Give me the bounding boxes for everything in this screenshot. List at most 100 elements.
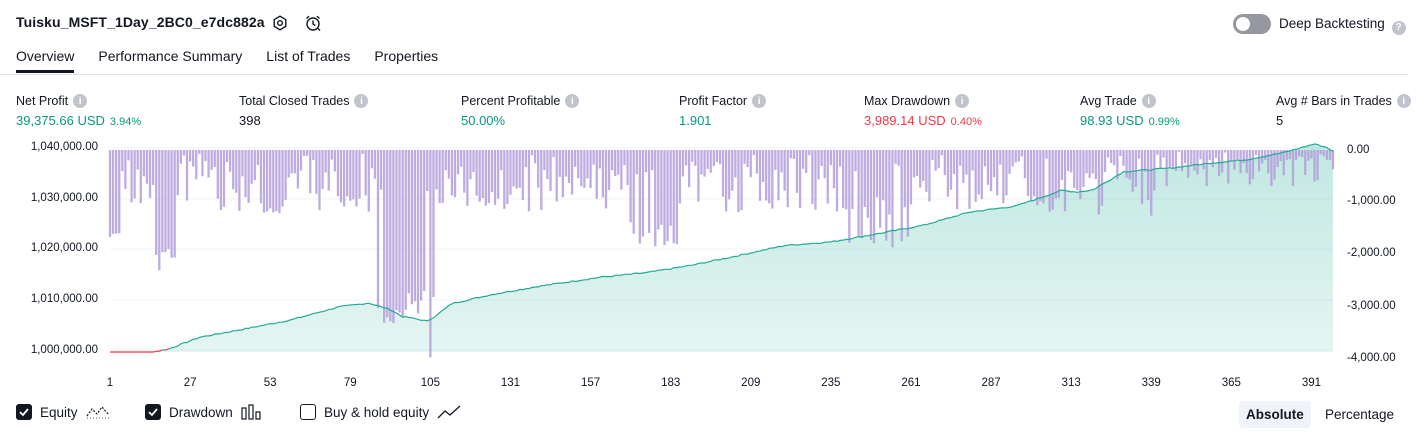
drawdown-bar bbox=[1282, 150, 1285, 176]
drawdown-bar bbox=[1307, 150, 1310, 161]
drawdown-bar bbox=[801, 150, 805, 169]
drawdown-bar bbox=[290, 150, 293, 174]
drawdown-bar bbox=[980, 150, 983, 200]
drawdown-bar bbox=[989, 150, 993, 192]
drawdown-bar bbox=[1060, 150, 1064, 180]
drawdown-bar bbox=[527, 150, 531, 212]
drawdown-bar bbox=[931, 150, 934, 160]
drawdown-bar bbox=[703, 150, 706, 177]
drawdown-bar bbox=[647, 150, 651, 233]
legend-drawdown[interactable]: Drawdown bbox=[145, 404, 263, 420]
drawdown-bar bbox=[629, 150, 632, 223]
drawdown-bar bbox=[164, 150, 167, 253]
drawdown-bar bbox=[823, 150, 826, 179]
info-icon[interactable]: i bbox=[73, 94, 88, 108]
drawdown-bar bbox=[962, 150, 965, 183]
drawdown-bar bbox=[262, 150, 266, 213]
info-icon[interactable]: i bbox=[752, 94, 767, 108]
drawdown-bar bbox=[1233, 150, 1236, 170]
legend-buy-hold[interactable]: Buy & hold equity bbox=[300, 404, 461, 420]
stat-label: Profit Factor bbox=[679, 94, 748, 108]
drawdown-bar bbox=[386, 150, 389, 318]
stat-value: 3,989.14 USD bbox=[864, 113, 946, 128]
drawdown-bar bbox=[666, 150, 669, 242]
y-axis-right-tick: -1,000.00 bbox=[1347, 195, 1396, 207]
scale-percentage-button[interactable]: Percentage bbox=[1325, 407, 1395, 422]
legend-equity[interactable]: Equity bbox=[16, 404, 110, 420]
drawdown-bar bbox=[610, 150, 614, 171]
drawdown-bar bbox=[145, 150, 149, 184]
x-axis-tick: 339 bbox=[1141, 377, 1161, 389]
stat-value: 1.901 bbox=[679, 113, 712, 128]
drawdown-bar bbox=[524, 150, 528, 168]
drawdown-bar bbox=[949, 150, 953, 190]
drawdown-bar bbox=[469, 150, 472, 180]
drawdown-bar bbox=[1137, 150, 1141, 159]
drawdown-bar bbox=[225, 150, 229, 163]
drawdown-bar bbox=[1171, 150, 1174, 169]
drawdown-bar bbox=[552, 150, 555, 158]
tab-overview[interactable]: Overview bbox=[16, 48, 75, 73]
drawdown-bar bbox=[333, 150, 337, 172]
equity-line bbox=[165, 348, 169, 351]
drawdown-bar bbox=[195, 150, 198, 180]
info-icon[interactable]: i bbox=[354, 94, 369, 108]
drawdown-bar bbox=[1236, 150, 1239, 160]
scale-absolute-button[interactable]: Absolute bbox=[1239, 401, 1311, 428]
stat-value: 5 bbox=[1276, 113, 1284, 128]
info-icon[interactable]: i bbox=[955, 94, 970, 108]
drawdown-bar bbox=[228, 150, 232, 172]
drawdown-bar bbox=[598, 150, 601, 169]
drawdown-bar bbox=[1254, 150, 1258, 156]
drawdown-bar bbox=[885, 150, 888, 241]
drawdown-bar bbox=[1239, 150, 1242, 174]
drawdown-bar bbox=[937, 150, 940, 169]
drawdown-bar bbox=[543, 150, 546, 171]
drawdown-bar bbox=[441, 150, 444, 203]
y-axis-left-tick: 1,030,000.00 bbox=[30, 192, 98, 204]
drawdown-bar bbox=[743, 150, 746, 164]
drawdown-bar bbox=[912, 150, 916, 178]
x-axis-tick: 261 bbox=[901, 377, 921, 389]
drawdown-bar bbox=[789, 150, 792, 159]
drawdown-bar bbox=[635, 150, 638, 175]
drawdown-bar bbox=[506, 150, 509, 205]
alarm-clock-icon[interactable] bbox=[303, 13, 323, 33]
drawdown-bar bbox=[577, 150, 580, 179]
deep-backtesting-toggle[interactable] bbox=[1233, 14, 1271, 34]
drawdown-bar bbox=[407, 150, 410, 294]
legend-label: Drawdown bbox=[169, 404, 233, 420]
x-axis-tick: 131 bbox=[500, 377, 521, 389]
drawdown-bar bbox=[688, 150, 691, 188]
settings-icon[interactable] bbox=[270, 13, 290, 33]
drawdown-bar bbox=[124, 150, 127, 189]
info-icon[interactable]: i bbox=[565, 94, 580, 108]
drawdown-bar bbox=[866, 150, 869, 218]
equity-checkbox[interactable] bbox=[16, 404, 32, 420]
drawdown-bar bbox=[669, 150, 672, 226]
drawdown-bar bbox=[179, 150, 182, 164]
drawdown-bar bbox=[1220, 150, 1224, 173]
drawdown-bar bbox=[574, 150, 577, 167]
help-icon[interactable]: ? bbox=[1391, 20, 1406, 35]
info-icon[interactable]: i bbox=[1396, 94, 1411, 108]
equity-line bbox=[168, 143, 1334, 350]
drawdown-bar bbox=[302, 150, 306, 156]
drawdown-bar bbox=[309, 150, 312, 194]
buy-hold-checkbox[interactable] bbox=[300, 404, 316, 420]
drawdown-bar bbox=[127, 150, 130, 161]
drawdown-bar bbox=[219, 150, 223, 211]
drawdown-bar bbox=[484, 150, 487, 206]
drawdown-bar bbox=[1002, 150, 1005, 204]
tab-properties[interactable]: Properties bbox=[374, 48, 439, 64]
tab-list-of-trades[interactable]: List of Trades bbox=[266, 48, 351, 64]
info-icon[interactable]: i bbox=[1141, 94, 1156, 108]
drawdown-bar bbox=[589, 150, 592, 188]
drawdown-bar bbox=[860, 150, 863, 239]
drawdown-bar bbox=[943, 150, 946, 176]
tab-performance-summary[interactable]: Performance Summary bbox=[98, 48, 243, 64]
drawdown-bar bbox=[651, 150, 654, 171]
drawdown-bar bbox=[293, 150, 296, 174]
drawdown-checkbox[interactable] bbox=[145, 404, 161, 420]
